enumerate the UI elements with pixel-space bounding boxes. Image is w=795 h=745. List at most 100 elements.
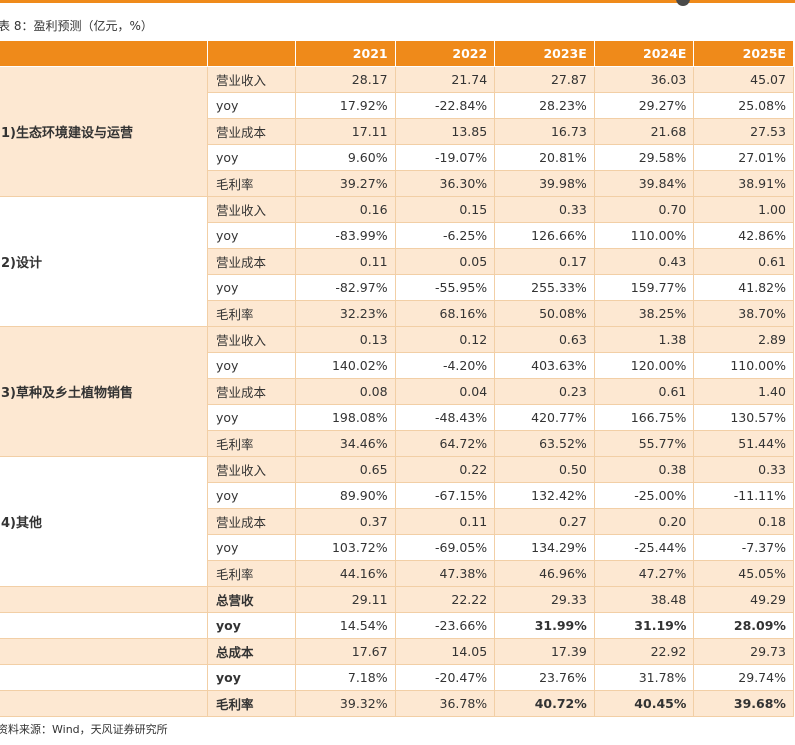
value-cell: 0.63 [494,326,595,353]
value-cell: 0.11 [394,508,496,535]
row-label: 毛利率 [207,560,296,587]
value-cell: 55.77% [593,430,695,457]
value-cell: 120.00% [593,352,695,379]
value-cell: 0.13 [295,326,396,353]
row-label: yoy [207,482,296,509]
value-cell: -4.20% [394,352,496,379]
value-cell: 13.85 [394,118,496,145]
value-cell: 103.72% [295,534,396,561]
value-cell: 0.12 [394,326,496,353]
value-cell: 17.11 [295,118,396,145]
total-value-cell: 28.09% [693,612,794,639]
value-cell: 50.08% [494,300,595,327]
table-row: yoy 9.60% -19.07% 20.81% 29.58% 27.01% [0,144,794,171]
table-row: 4)其他 营业收入 0.65 0.22 0.50 0.38 0.33 [0,456,794,587]
total-value-cell: 36.78% [394,690,496,717]
value-cell: 1.38 [593,326,695,353]
segment-name: 1)生态环境建设与运营 [0,66,208,197]
table-row: yoy 89.90% -67.15% 132.42% -25.00% -11.11% [0,482,794,509]
value-cell: 126.66% [494,222,595,249]
total-value-cell: 7.18% [295,664,396,691]
value-cell: 198.08% [295,404,396,431]
value-cell: 132.42% [494,482,595,509]
total-label: yoy [207,612,296,639]
value-cell: 0.17 [494,248,595,275]
value-cell: 38.91% [693,170,794,197]
total-label: 总成本 [207,638,296,665]
header-row: 2021 2022 2023E 2024E 2025E [0,40,794,67]
value-cell: 0.33 [494,196,595,223]
table-row: 毛利率 32.23% 68.16% 50.08% 38.25% 38.70% [0,300,794,327]
value-cell: 45.05% [693,560,794,587]
table-row: 营业成本 0.08 0.04 0.23 0.61 1.40 [0,378,794,405]
row-label: 营业收入 [207,326,296,353]
total-row: 总营收 29.11 22.22 29.33 38.48 49.29 [0,586,794,613]
total-row: yoy 14.54% -23.66% 31.99% 31.19% 28.09% [0,612,794,639]
total-value-cell: 40.72% [494,690,595,717]
value-cell: 25.08% [693,92,794,119]
row-label: 营业成本 [207,378,296,405]
table-row: yoy -83.99% -6.25% 126.66% 110.00% 42.86% [0,222,794,249]
total-value-cell: 39.32% [295,690,396,717]
total-blank-cell [0,638,208,665]
total-value-cell: 49.29 [693,586,794,613]
segment-name: 4)其他 [0,456,208,587]
profit-forecast-table: 2021 2022 2023E 2024E 2025E 1)生态环境建设与运营营… [0,40,794,717]
value-cell: 38.25% [593,300,695,327]
value-cell: 0.61 [593,378,695,405]
total-blank-cell [0,586,208,613]
value-cell: 0.70 [593,196,695,223]
header-cell-item [207,40,296,67]
total-blank-cell [0,690,208,717]
value-cell: 27.87 [494,66,595,93]
table-row: 营业成本 0.11 0.05 0.17 0.43 0.61 [0,248,794,275]
header-cell-year: 2022 [394,40,496,67]
value-cell: 28.23% [494,92,595,119]
value-cell: 34.46% [295,430,396,457]
row-label: 营业收入 [207,196,296,223]
value-cell: -22.84% [394,92,496,119]
total-value-cell: 29.73 [693,638,794,665]
value-cell: 39.27% [295,170,396,197]
segment-name: 3)草种及乡土植物销售 [0,326,208,457]
value-cell: 255.33% [494,274,595,301]
value-cell: -55.95% [394,274,496,301]
value-cell: 47.38% [394,560,496,587]
value-cell: 1.00 [693,196,794,223]
row-label: yoy [207,352,296,379]
header-dot-icon [676,0,690,6]
value-cell: 36.03 [593,66,695,93]
table-row: 毛利率 39.27% 36.30% 39.98% 39.84% 38.91% [0,170,794,197]
value-cell: 44.16% [295,560,396,587]
value-cell: 0.23 [494,378,595,405]
total-value-cell: 22.92 [593,638,695,665]
value-cell: 36.30% [394,170,496,197]
header-cell-year: 2021 [295,40,396,67]
value-cell: 0.16 [295,196,396,223]
value-cell: 110.00% [593,222,695,249]
value-cell: 27.01% [693,144,794,171]
value-cell: 0.20 [593,508,695,535]
total-value-cell: 29.11 [295,586,396,613]
value-cell: 42.86% [693,222,794,249]
value-cell: 21.74 [394,66,496,93]
value-cell: 2.89 [693,326,794,353]
value-cell: 17.92% [295,92,396,119]
table-row: 营业成本 0.37 0.11 0.27 0.20 0.18 [0,508,794,535]
value-cell: 46.96% [494,560,595,587]
value-cell: 0.18 [693,508,794,535]
header-cell-year: 2024E [593,40,695,67]
value-cell: 39.84% [593,170,695,197]
total-value-cell: 29.74% [693,664,794,691]
total-value-cell: 17.67 [295,638,396,665]
value-cell: 27.53 [693,118,794,145]
total-value-cell: 29.33 [494,586,595,613]
value-cell: -67.15% [394,482,496,509]
table-row: 1)生态环境建设与运营 营业收入 28.17 21.74 27.87 36.03 45.07 [0,66,794,197]
total-blank-cell [0,612,208,639]
value-cell: -83.99% [295,222,396,249]
total-row: 毛利率 39.32% 36.78% 40.72% 40.45% 39.68% [0,690,794,717]
value-cell: 0.08 [295,378,396,405]
table-row: 毛利率 44.16% 47.38% 46.96% 47.27% 45.05% [0,560,794,587]
value-cell: 0.27 [494,508,595,535]
